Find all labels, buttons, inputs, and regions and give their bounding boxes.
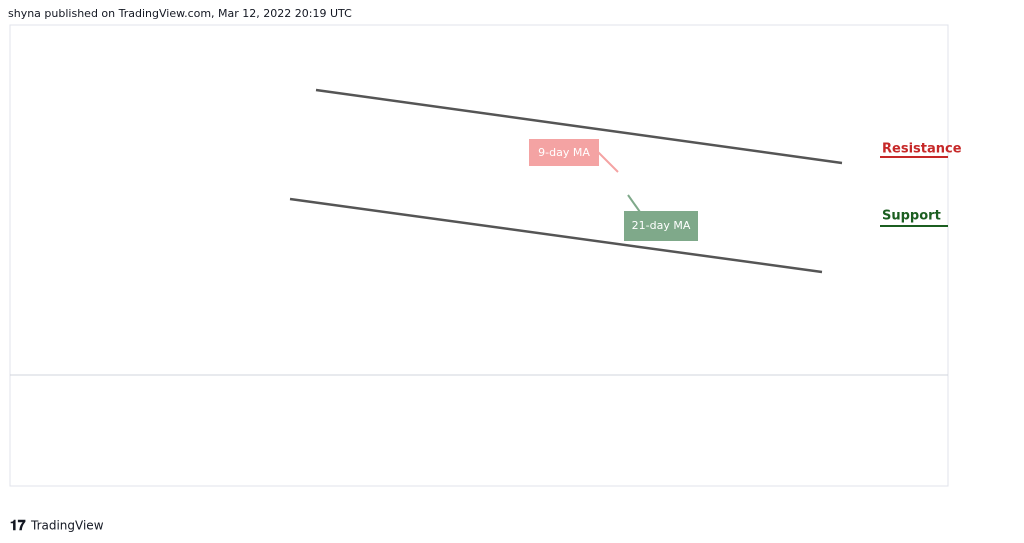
annotation: 9-day MA xyxy=(538,146,590,159)
footer-logo: 𝟏𝟕 xyxy=(10,518,26,534)
footer: 𝟏𝟕 TradingView xyxy=(10,518,104,534)
resistance-label: Resistance xyxy=(882,142,962,157)
channel-upper xyxy=(315,88,843,165)
annotation: 21-day MA xyxy=(632,219,691,232)
publisher: shyna published on TradingView.com, Mar … xyxy=(8,7,352,20)
plot-frame xyxy=(9,24,949,487)
support-label: Support xyxy=(882,209,941,224)
footer-brand: TradingView xyxy=(30,519,104,533)
annotation-21day: 21-day MA xyxy=(624,194,698,241)
channel-lower xyxy=(289,197,823,274)
annotation-9day: 9-day MA xyxy=(529,139,619,173)
